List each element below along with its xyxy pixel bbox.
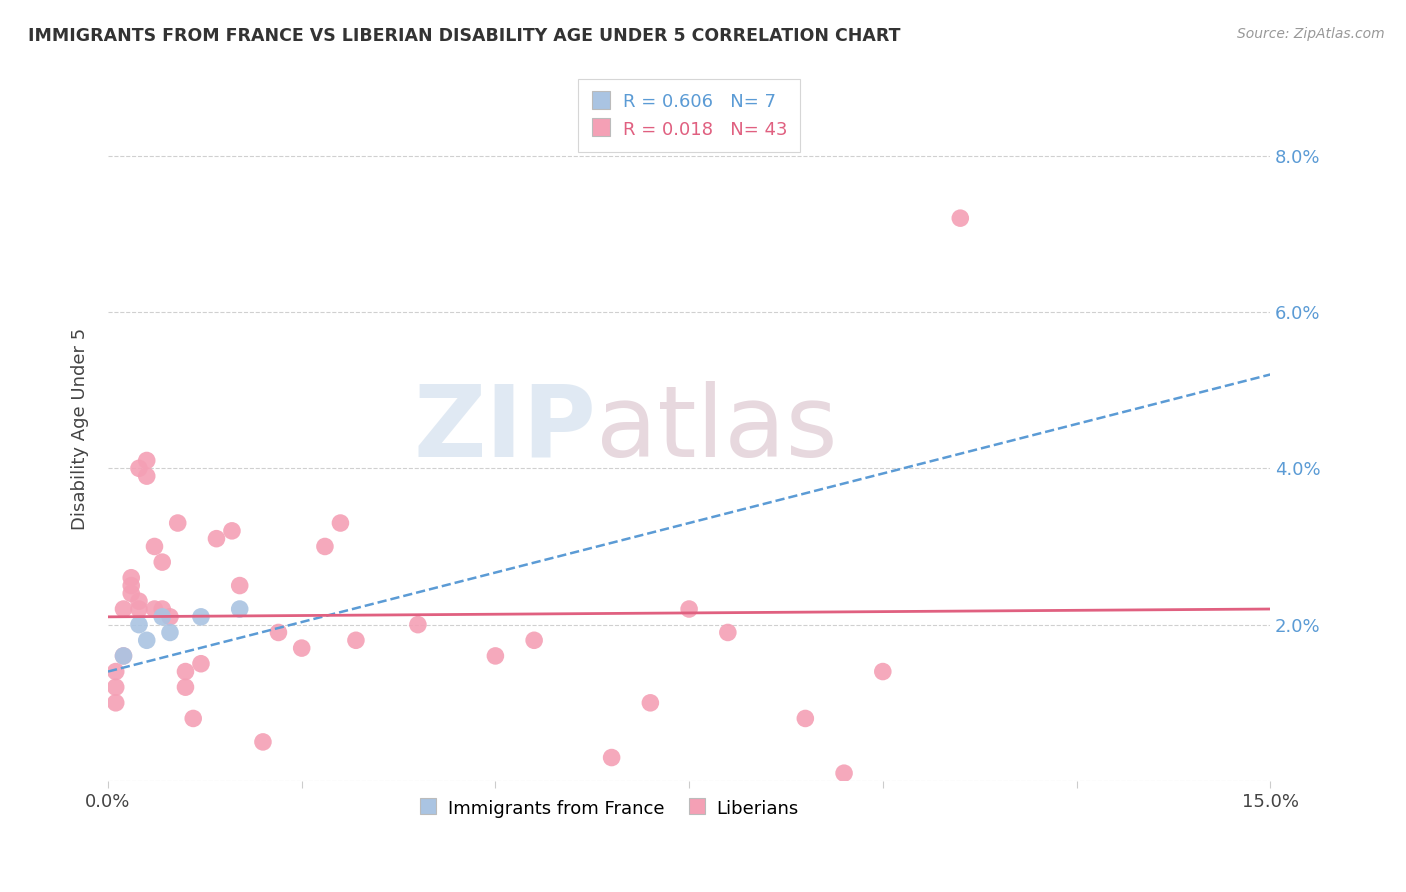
Y-axis label: Disability Age Under 5: Disability Age Under 5 bbox=[72, 328, 89, 531]
Point bbox=[143, 540, 166, 554]
Point bbox=[832, 766, 855, 780]
Point bbox=[104, 696, 127, 710]
Point bbox=[314, 540, 336, 554]
Point bbox=[523, 633, 546, 648]
Point bbox=[344, 633, 367, 648]
Point bbox=[640, 696, 662, 710]
Point bbox=[112, 648, 135, 663]
Point bbox=[128, 617, 150, 632]
Point bbox=[329, 516, 352, 530]
Point bbox=[128, 594, 150, 608]
Point bbox=[190, 657, 212, 671]
Point bbox=[872, 665, 894, 679]
Point bbox=[128, 461, 150, 475]
Point bbox=[678, 602, 700, 616]
Point bbox=[949, 211, 972, 226]
Point bbox=[484, 648, 506, 663]
Point bbox=[120, 571, 142, 585]
Point bbox=[128, 602, 150, 616]
Point bbox=[190, 610, 212, 624]
Point bbox=[150, 555, 173, 569]
Point bbox=[143, 602, 166, 616]
Point bbox=[150, 610, 173, 624]
Point bbox=[717, 625, 740, 640]
Point bbox=[166, 516, 188, 530]
Text: ZIP: ZIP bbox=[413, 381, 596, 478]
Point bbox=[150, 602, 173, 616]
Point bbox=[120, 586, 142, 600]
Text: IMMIGRANTS FROM FRANCE VS LIBERIAN DISABILITY AGE UNDER 5 CORRELATION CHART: IMMIGRANTS FROM FRANCE VS LIBERIAN DISAB… bbox=[28, 27, 901, 45]
Point bbox=[221, 524, 243, 538]
Point bbox=[406, 617, 429, 632]
Point bbox=[120, 578, 142, 592]
Point bbox=[267, 625, 290, 640]
Text: Source: ZipAtlas.com: Source: ZipAtlas.com bbox=[1237, 27, 1385, 41]
Point bbox=[135, 633, 157, 648]
Point bbox=[174, 665, 197, 679]
Point bbox=[291, 641, 314, 656]
Point bbox=[600, 750, 623, 764]
Point bbox=[159, 625, 181, 640]
Point bbox=[112, 648, 135, 663]
Point bbox=[181, 711, 204, 725]
Point bbox=[252, 735, 274, 749]
Point bbox=[104, 680, 127, 694]
Point bbox=[174, 680, 197, 694]
Point bbox=[104, 665, 127, 679]
Point bbox=[159, 610, 181, 624]
Point bbox=[112, 602, 135, 616]
Point bbox=[794, 711, 817, 725]
Point bbox=[135, 453, 157, 467]
Point bbox=[228, 578, 250, 592]
Legend: Immigrants from France, Liberians: Immigrants from France, Liberians bbox=[409, 791, 806, 825]
Point bbox=[228, 602, 250, 616]
Point bbox=[205, 532, 228, 546]
Text: atlas: atlas bbox=[596, 381, 838, 478]
Point bbox=[135, 469, 157, 483]
